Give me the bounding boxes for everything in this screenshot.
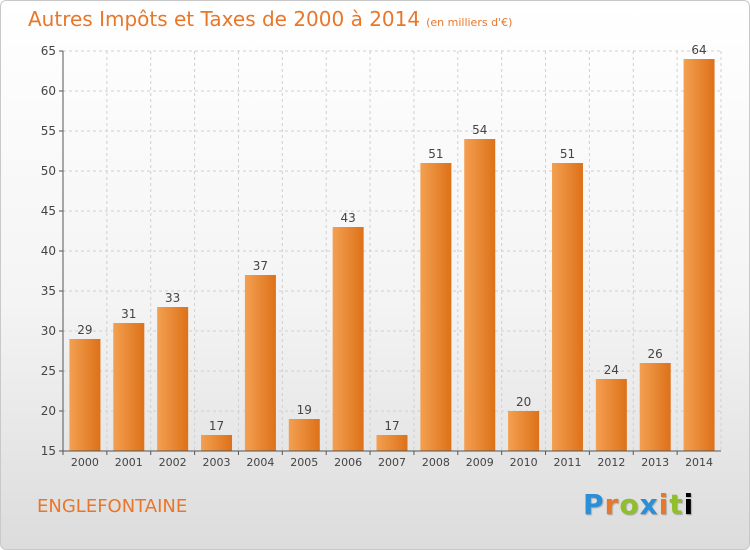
x-tick-label: 2010 — [510, 456, 538, 469]
bar-value-label: 51 — [560, 147, 575, 161]
bar-value-label: 20 — [516, 395, 531, 409]
x-tick-label: 2013 — [641, 456, 669, 469]
y-tick-label: 15 — [41, 444, 56, 458]
x-tick-label: 2012 — [597, 456, 625, 469]
bar-value-label: 24 — [604, 363, 619, 377]
bar-2004 — [244, 275, 276, 451]
bar-2006 — [332, 227, 364, 451]
bar-value-label: 43 — [340, 211, 355, 225]
y-tick-label: 65 — [41, 44, 56, 58]
logo-letter: o — [619, 488, 640, 521]
bar-2013 — [639, 363, 671, 451]
logo-letter: x — [639, 488, 659, 521]
proxiti-logo[interactable]: Proxiti — [583, 488, 694, 521]
logo-letter: P — [583, 488, 605, 521]
bar-value-label: 64 — [691, 43, 706, 57]
logo-letter: i — [658, 488, 670, 521]
bar-2012 — [595, 379, 627, 451]
bar-2005 — [288, 419, 320, 451]
x-tick-label: 2006 — [334, 456, 362, 469]
bar-2011 — [551, 163, 583, 451]
logo-letter: t — [669, 488, 684, 521]
bar-2008 — [420, 163, 452, 451]
x-tick-label: 2011 — [553, 456, 581, 469]
bar-2003 — [201, 435, 233, 451]
chart-title: Autres Impôts et Taxes de 2000 à 2014 (en… — [28, 7, 512, 31]
bar-value-label: 33 — [165, 291, 180, 305]
bar-value-label: 31 — [121, 307, 136, 321]
bar-2001 — [113, 323, 145, 451]
bar-2007 — [376, 435, 408, 451]
x-tick-label: 2001 — [115, 456, 143, 469]
y-tick-label: 30 — [41, 324, 56, 338]
bar-value-label: 54 — [472, 123, 487, 137]
x-tick-label: 2003 — [203, 456, 231, 469]
x-tick-label: 2009 — [466, 456, 494, 469]
y-tick-label: 50 — [41, 164, 56, 178]
y-tick-label: 20 — [41, 404, 56, 418]
commune-name: ENGLEFONTAINE — [37, 496, 188, 517]
x-tick-label: 2005 — [290, 456, 318, 469]
x-tick-label: 2014 — [685, 456, 713, 469]
y-tick-label: 60 — [41, 84, 56, 98]
bar-2010 — [508, 411, 540, 451]
bar-value-label: 26 — [648, 347, 663, 361]
chart-title-text: Autres Impôts et Taxes de 2000 à 2014 — [28, 7, 421, 31]
y-tick-label: 45 — [41, 204, 56, 218]
bar-2014 — [683, 59, 715, 451]
bar-2000 — [69, 339, 101, 451]
y-tick-label: 25 — [41, 364, 56, 378]
x-tick-label: 2004 — [246, 456, 274, 469]
bar-2009 — [464, 139, 496, 451]
x-tick-label: 2000 — [71, 456, 99, 469]
y-tick-label: 35 — [41, 284, 56, 298]
y-tick-label: 55 — [41, 124, 56, 138]
x-tick-label: 2008 — [422, 456, 450, 469]
bar-2002 — [157, 307, 189, 451]
bar-value-label: 29 — [77, 323, 92, 337]
bar-value-label: 19 — [297, 403, 312, 417]
bar-value-label: 17 — [209, 419, 224, 433]
y-tick-label: 40 — [41, 244, 56, 258]
logo-letter: r — [604, 488, 620, 521]
bar-value-label: 17 — [384, 419, 399, 433]
logo-letter: i — [683, 488, 695, 521]
chart-unit: (en milliers d'€) — [426, 16, 513, 29]
bar-value-label: 37 — [253, 259, 268, 273]
x-tick-label: 2002 — [159, 456, 187, 469]
bar-value-label: 51 — [428, 147, 443, 161]
x-tick-label: 2007 — [378, 456, 406, 469]
